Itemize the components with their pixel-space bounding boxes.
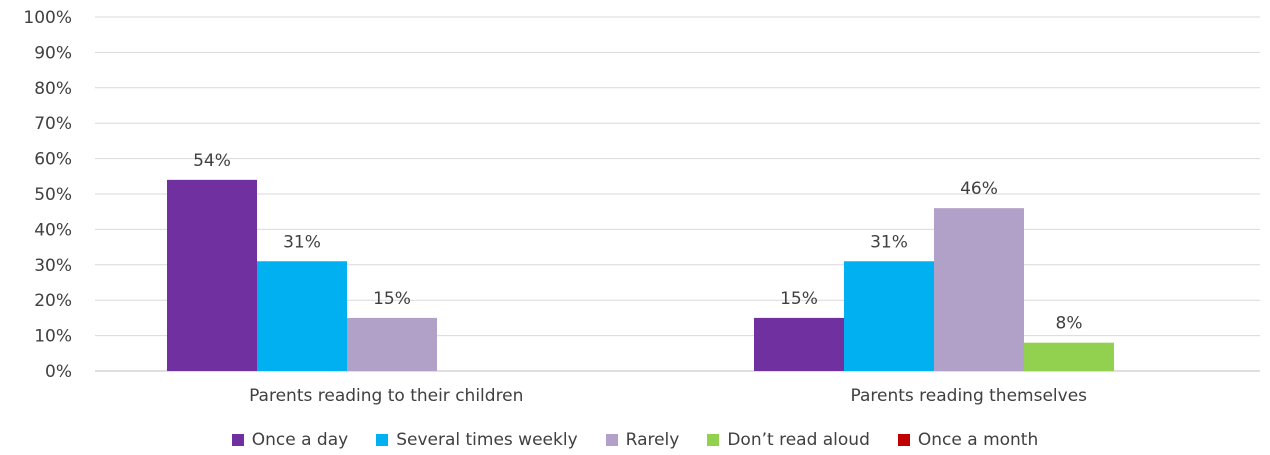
legend-label: Don’t read aloud (727, 430, 870, 450)
data-label: 8% (1056, 314, 1083, 334)
y-tick-label: 0% (45, 362, 72, 382)
legend-swatch (231, 434, 244, 446)
data-label: 15% (780, 289, 818, 309)
bar (167, 179, 257, 371)
bar (1024, 342, 1114, 371)
bar (934, 208, 1024, 371)
legend-item: Don’t read aloud (707, 430, 870, 450)
legend-label: Several times weekly (396, 430, 578, 450)
y-tick-label: 50% (34, 185, 72, 205)
bar-chart: 0% 10% 20% 30% 40% 50% 60% 70% 80% 90% 100% 54% 31% 1… (23, 8, 1260, 406)
bar (844, 261, 934, 371)
bar (257, 261, 347, 371)
data-label: 31% (283, 232, 321, 252)
y-tick-label: 70% (34, 114, 72, 134)
y-tick-label: 60% (34, 150, 72, 170)
data-label: 15% (373, 289, 411, 309)
bar (754, 317, 844, 371)
legend-item: Once a month (897, 430, 1039, 450)
legend-item: Once a day (231, 430, 349, 450)
data-label: 31% (870, 232, 908, 252)
legend-item: Rarely (605, 430, 680, 450)
legend-label: Once a day (251, 430, 349, 450)
legend-swatch (707, 434, 720, 446)
legend-swatch (376, 434, 389, 446)
legend-swatch (605, 434, 618, 446)
y-tick-label: 20% (34, 291, 72, 311)
legend-label: Rarely (625, 430, 680, 450)
x-category-label: Parents reading to their children (249, 386, 523, 406)
x-category-label: Parents reading themselves (850, 386, 1087, 406)
legend: Once a day Several times weekly Rarely Don’… (0, 427, 1270, 453)
legend-label: Once a month (917, 430, 1039, 450)
y-tick-label: 90% (34, 43, 72, 63)
y-tick-label: 80% (34, 79, 72, 99)
y-tick-label: 40% (34, 220, 72, 240)
data-label: 54% (193, 151, 231, 171)
legend-swatch (897, 434, 910, 446)
y-tick-label: 30% (34, 256, 72, 276)
y-tick-label: 100% (23, 8, 72, 28)
data-label: 46% (960, 179, 998, 199)
bar (347, 317, 437, 371)
legend-item: Several times weekly (376, 430, 578, 450)
y-tick-label: 10% (34, 327, 72, 347)
